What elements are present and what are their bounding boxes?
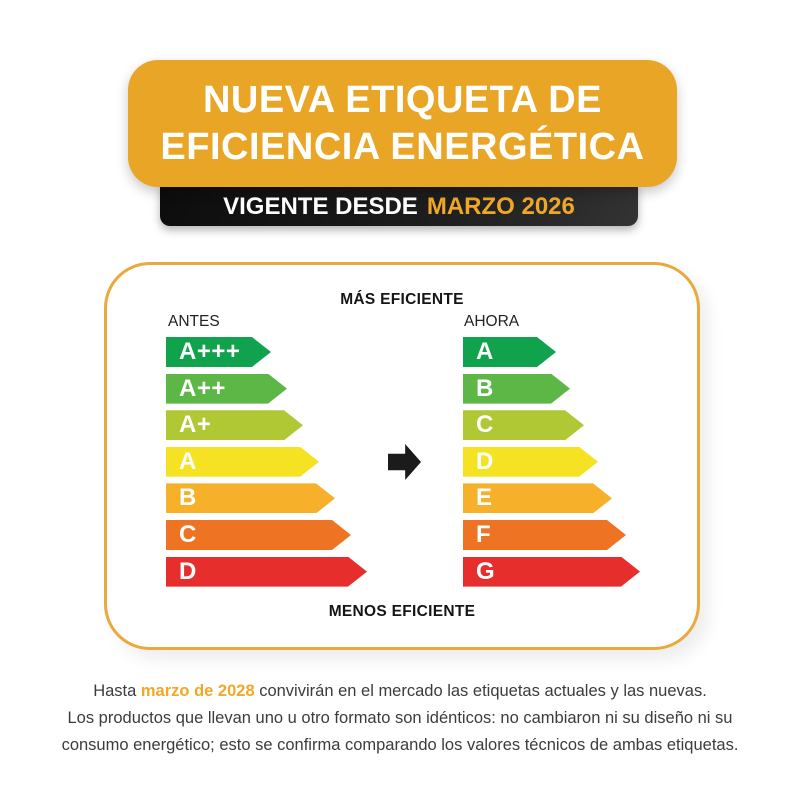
- footer-line3: consumo energético; esto se confirma com…: [61, 736, 739, 754]
- less-efficient-label: MENOS EFICIENTE: [328, 603, 476, 620]
- subtitle-prefix: VIGENTE DESDE: [223, 192, 418, 220]
- energy-rating-arrow: B: [463, 374, 570, 404]
- column-title-antes: ANTES: [168, 313, 220, 330]
- right-arrow-icon: [388, 444, 421, 480]
- header-title-line2: EFICIENCIA ENERGÉTICA: [160, 125, 645, 168]
- energy-rating-arrow: A++: [166, 374, 287, 404]
- energy-rating-label: A++: [179, 374, 226, 402]
- energy-rating-arrow: A+: [166, 410, 303, 440]
- energy-rating-arrow: E: [463, 483, 612, 513]
- energy-rating-arrow: A+++: [166, 337, 271, 367]
- antes-rating-column: A+++ A++ A+ A B C D: [166, 337, 367, 587]
- energy-rating-arrow: A: [463, 337, 556, 367]
- footer-date-highlight: marzo de 2028: [140, 682, 255, 700]
- energy-rating-label: G: [476, 557, 496, 585]
- column-title-ahora: AHORA: [464, 313, 520, 330]
- footer-note: Hasta marzo de 2028 convivirán en el mer…: [0, 678, 800, 759]
- energy-rating-label: F: [476, 520, 492, 548]
- energy-rating-arrow: G: [463, 557, 640, 587]
- energy-rating-label: E: [476, 484, 493, 512]
- energy-rating-label: A+++: [179, 338, 241, 365]
- footer-line1-suffix: convivirán en el mercado las etiquetas a…: [254, 682, 707, 700]
- footer-line1-prefix: Hasta: [93, 682, 141, 700]
- energy-rating-label: A+: [179, 411, 212, 439]
- energy-rating-arrow: C: [166, 520, 351, 550]
- header-title-line1: NUEVA ETIQUETA DE: [202, 78, 603, 121]
- energy-rating-label: B: [476, 374, 494, 402]
- footer-line2: Los productos que llevan uno u otro form…: [67, 709, 733, 727]
- energy-rating-label: A: [179, 447, 197, 475]
- energy-rating-label: C: [476, 411, 494, 439]
- comparison-panel: MÁS EFICIENTE ANTES AHORA A+++ A++ A+ A B C D …: [104, 262, 700, 650]
- energy-rating-arrow: D: [463, 447, 598, 477]
- subtitle-date-highlight: MARZO 2026: [426, 192, 575, 220]
- energy-rating-label: D: [476, 447, 494, 475]
- energy-rating-label: B: [179, 484, 197, 512]
- header-banner: NUEVA ETIQUETA DE EFICIENCIA ENERGÉTICA: [128, 60, 677, 187]
- energy-rating-label: C: [179, 520, 197, 548]
- energy-rating-arrow: F: [463, 520, 626, 550]
- energy-rating-arrow: D: [166, 557, 367, 587]
- energy-rating-label: D: [179, 557, 197, 585]
- energy-rating-label: A: [476, 338, 494, 365]
- more-efficient-label: MÁS EFICIENTE: [340, 291, 464, 308]
- energy-rating-arrow: C: [463, 410, 584, 440]
- energy-rating-arrow: B: [166, 483, 335, 513]
- footer-line1: Hasta marzo de 2028 convivirán en el mer…: [0, 678, 800, 705]
- energy-rating-arrow: A: [166, 447, 319, 477]
